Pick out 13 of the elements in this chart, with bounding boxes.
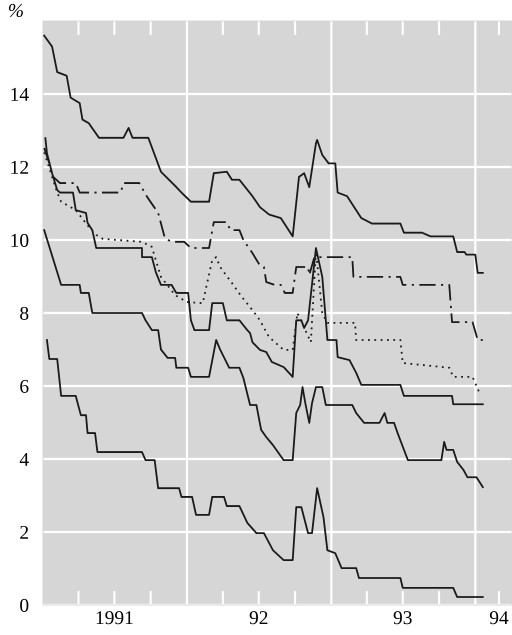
x-tick-label: 1991 [96, 611, 133, 624]
y-axis-title: % [8, 4, 23, 18]
y-tick-label: 8 [20, 306, 28, 320]
y-tick-label: 6 [20, 380, 29, 393]
y-tick-label: 14 [11, 88, 29, 101]
y-tick-label: 0 [20, 598, 28, 612]
y-tick-label: 2 [20, 526, 28, 539]
x-tick-label: 92 [250, 611, 268, 624]
y-tick-label: 10 [11, 234, 28, 247]
y-tick-label: 4 [20, 452, 29, 466]
x-tick-label: 94 [490, 611, 508, 624]
x-tick-label: 93 [394, 611, 412, 624]
y-tick-label: 12 [11, 160, 28, 174]
